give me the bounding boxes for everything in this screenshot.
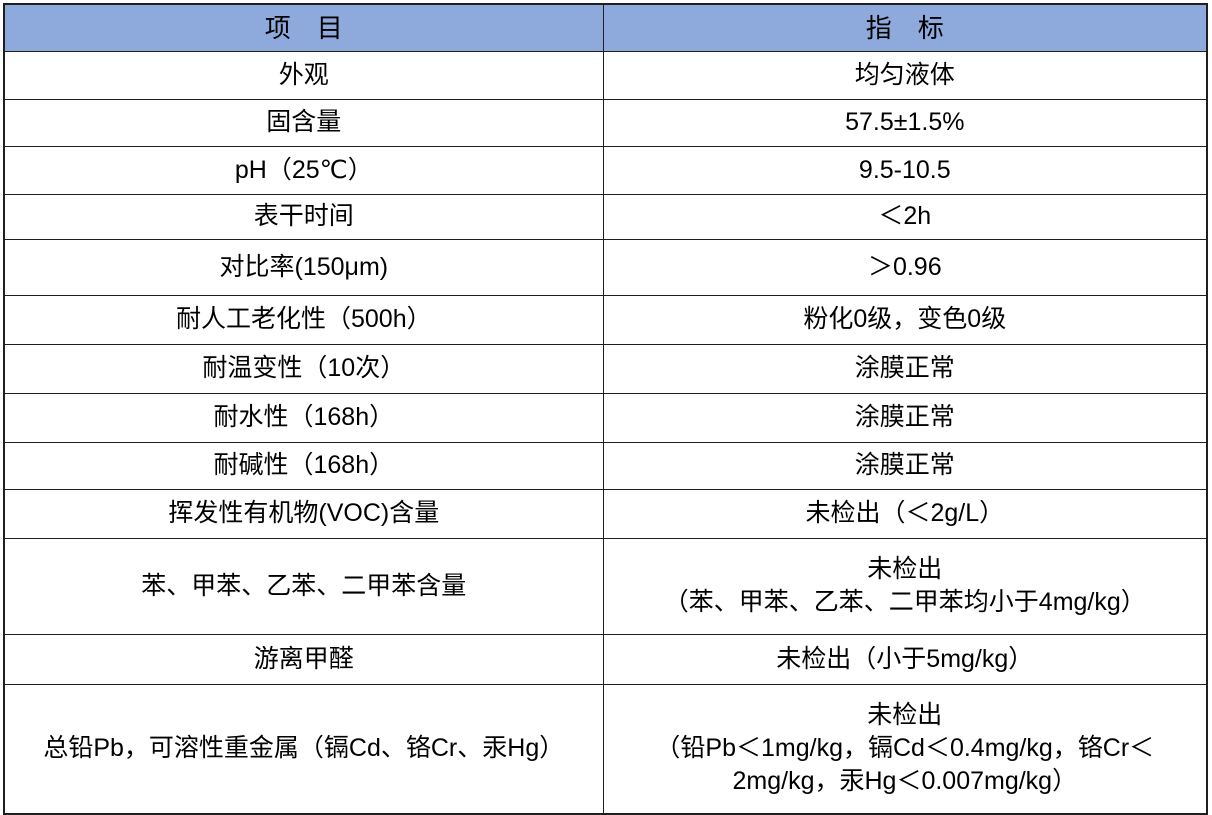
item-cell: 耐碱性（168h）: [3, 441, 604, 490]
table-row: 外观 均匀液体: [3, 50, 1208, 100]
indicator-cell: ＜2h: [602, 193, 1208, 240]
item-cell: 表干时间: [3, 193, 604, 240]
item-cell: 耐人工老化性（500h）: [3, 294, 604, 345]
indicator-cell: 涂膜正常: [602, 441, 1208, 490]
indicator-cell: 未检出 （铅Pb＜1mg/kg，镉Cd＜0.4mg/kg，铬Cr＜2mg/kg，…: [602, 683, 1208, 815]
item-cell: 游离甲醛: [3, 633, 604, 685]
table-row: 耐温变性（10次） 涂膜正常: [3, 343, 1208, 394]
indicator-cell: 9.5-10.5: [602, 145, 1208, 195]
item-cell: 固含量: [3, 98, 604, 147]
item-cell: 耐温变性（10次）: [3, 343, 604, 394]
product-spec-table: 项 目 指 标 外观 均匀液体 固含量 57.5±1.5% pH（25℃） 9.…: [3, 3, 1208, 815]
table-row: 固含量 57.5±1.5%: [3, 98, 1208, 147]
table-row: 耐人工老化性（500h） 粉化0级，变色0级: [3, 294, 1208, 345]
indicator-cell: 未检出（小于5mg/kg）: [602, 633, 1208, 685]
item-cell: 对比率(150μm): [3, 238, 604, 296]
table-row: 表干时间 ＜2h: [3, 193, 1208, 240]
indicator-line-1: 未检出: [867, 701, 943, 730]
table-header-row: 项 目 指 标: [3, 3, 1208, 52]
item-cell: pH（25℃）: [3, 145, 604, 195]
indicator-cell: 涂膜正常: [602, 392, 1208, 443]
indicator-cell: 57.5±1.5%: [602, 98, 1208, 147]
indicator-cell: 涂膜正常: [602, 343, 1208, 394]
item-cell: 苯、甲苯、乙苯、二甲苯含量: [3, 537, 604, 635]
item-cell: 挥发性有机物(VOC)含量: [3, 488, 604, 539]
table-row: 总铅Pb，可溶性重金属（镉Cd、铬Cr、汞Hg） 未检出 （铅Pb＜1mg/kg…: [3, 683, 1208, 815]
column-header-item: 项 目: [3, 3, 604, 52]
item-cell: 耐水性（168h）: [3, 392, 604, 443]
table-row: 苯、甲苯、乙苯、二甲苯含量 未检出 （苯、甲苯、乙苯、二甲苯均小于4mg/kg）: [3, 537, 1208, 635]
indicator-cell: 粉化0级，变色0级: [602, 294, 1208, 345]
indicator-cell: 未检出（＜2g/L）: [602, 488, 1208, 539]
table-row: 游离甲醛 未检出（小于5mg/kg）: [3, 633, 1208, 685]
indicator-line-2: （苯、甲苯、乙苯、二甲苯均小于4mg/kg）: [663, 588, 1146, 616]
item-cell: 总铅Pb，可溶性重金属（镉Cd、铬Cr、汞Hg）: [3, 683, 604, 815]
table-row: 耐碱性（168h） 涂膜正常: [3, 441, 1208, 490]
indicator-line-2: （铅Pb＜1mg/kg，镉Cd＜0.4mg/kg，铬Cr＜2mg/kg，汞Hg＜…: [655, 734, 1155, 796]
table-row: 对比率(150μm) ＞0.96: [3, 238, 1208, 296]
table-row: 耐水性（168h） 涂膜正常: [3, 392, 1208, 443]
table-row: pH（25℃） 9.5-10.5: [3, 145, 1208, 195]
column-header-indicator: 指 标: [602, 3, 1208, 52]
indicator-cell: ＞0.96: [602, 238, 1208, 296]
indicator-cell: 均匀液体: [602, 50, 1208, 100]
indicator-cell: 未检出 （苯、甲苯、乙苯、二甲苯均小于4mg/kg）: [602, 537, 1208, 635]
item-cell: 外观: [3, 50, 604, 100]
table-row: 挥发性有机物(VOC)含量 未检出（＜2g/L）: [3, 488, 1208, 539]
indicator-line-1: 未检出: [867, 555, 943, 583]
